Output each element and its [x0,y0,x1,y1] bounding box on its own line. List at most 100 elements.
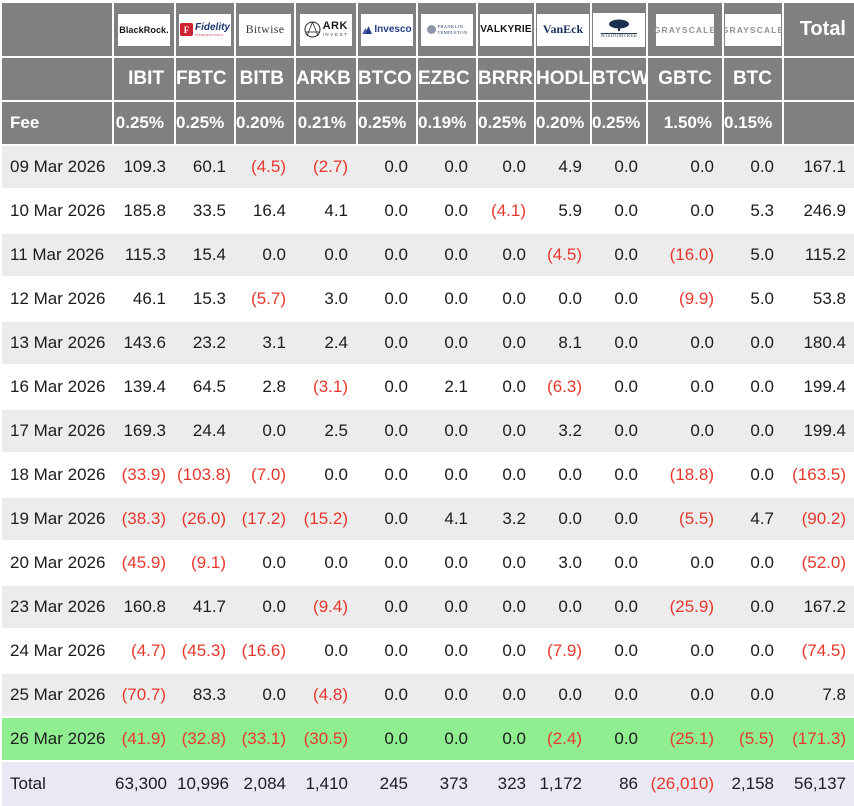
flow-value-cell: (16.6) [236,630,296,674]
franklin-logo-text: FRANKLIN [437,24,464,30]
fee-ibit: 0.25% [114,102,176,146]
ticker-arkb: ARKB [296,58,358,102]
vaneck-logo-text: VanEck [542,22,584,36]
flow-value-cell: 139.4 [114,366,176,410]
flow-value-cell: 0.0 [648,630,724,674]
flow-value-cell: (5.7) [236,278,296,322]
date-cell: 11 Mar 2026 [0,234,114,278]
fidelity-logo-text: Fidelity [194,21,230,33]
flow-value-cell: 0.0 [358,630,418,674]
ticker-ezbc: EZBC [418,58,478,102]
flow-value-cell: 245 [358,762,418,806]
flow-value-cell: 0.0 [236,674,296,718]
flow-row: 12 Mar 2026 46.1 15.3 (5.7) 3.0 0.0 0.0 0.0 0.0 0… [0,278,854,322]
blackrock-logo: BlackRock. [118,13,170,46]
flow-value-cell: 4.1 [418,498,478,542]
flow-value-cell: 0.0 [478,410,536,454]
flow-value-cell: (38.3) [114,498,176,542]
flow-value-cell: 16.4 [236,190,296,234]
flow-value-cell: 0.0 [358,454,418,498]
flow-value-cell: 0.0 [236,234,296,278]
date-cell: 13 Mar 2026 [0,322,114,366]
flow-value-cell: 0.0 [592,586,648,630]
row-total-cell: 56,137 [784,762,854,806]
flow-value-cell: 0.0 [418,586,478,630]
ticker-row-total-spacer [784,58,854,102]
grayscale-mini-logo-text: GRAYSCALE [724,24,784,35]
flow-value-cell: 0.0 [724,630,784,674]
flow-value-cell: (16.0) [648,234,724,278]
flow-value-cell: 0.0 [358,322,418,366]
fee-hodl: 0.20% [536,102,592,146]
row-total-cell: (74.5) [784,630,854,674]
flow-value-cell: 0.0 [478,234,536,278]
flow-value-cell: 0.0 [592,454,648,498]
flow-row: 18 Mar 2026 (33.9) (103.8) (7.0) 0.0 0.0 0.0 0.… [0,454,854,498]
flow-value-cell: (9.4) [296,586,358,630]
vaneck-logo: VanEck [537,13,589,46]
flow-value-cell: (26.0) [176,498,236,542]
flow-value-cell: (26,010) [648,762,724,806]
flow-value-cell: 1,172 [536,762,592,806]
row-total-cell: (90.2) [784,498,854,542]
flow-value-cell: 0.0 [724,146,784,190]
ticker-brrr: BRRR [478,58,536,102]
flow-value-cell: 0.0 [724,322,784,366]
date-cell: 26 Mar 2026 [0,718,114,762]
flow-value-cell: 0.0 [478,542,536,586]
flow-value-cell: 0.0 [418,278,478,322]
flow-value-cell: (18.8) [648,454,724,498]
flow-value-cell: 86 [592,762,648,806]
flow-value-cell: 185.8 [114,190,176,234]
flow-value-cell: 0.0 [478,454,536,498]
flow-value-cell: 0.0 [418,542,478,586]
date-cell: 19 Mar 2026 [0,498,114,542]
flow-value-cell: 15.4 [176,234,236,278]
flow-value-cell: 10,996 [176,762,236,806]
flow-value-cell: 46.1 [114,278,176,322]
bitwise-logo-text: Bitwise [245,22,285,36]
wisdomtree-logo-cell: WISDOMTREE [592,0,648,58]
flow-value-cell: 83.3 [176,674,236,718]
flow-value-cell: 0.0 [358,146,418,190]
flow-value-cell: 0.0 [296,630,358,674]
date-cell: 20 Mar 2026 [0,542,114,586]
flow-value-cell: 63,300 [114,762,176,806]
flow-value-cell: 0.0 [592,630,648,674]
valkyrie-logo-text: VALKYRIE [480,24,532,35]
flow-value-cell: 15.3 [176,278,236,322]
flow-value-cell: (9.1) [176,542,236,586]
flow-value-cell: 0.0 [592,322,648,366]
date-cell: 18 Mar 2026 [0,454,114,498]
ticker-hodl: HODL [536,58,592,102]
flow-value-cell: 0.0 [536,674,592,718]
flow-value-cell: 3.1 [236,322,296,366]
flow-value-cell: 0.0 [648,542,724,586]
fee-fbtc: 0.25% [176,102,236,146]
templeton-logo-text: TEMPLETON [437,29,468,35]
flow-value-cell: 0.0 [418,630,478,674]
flow-value-cell: 0.0 [592,366,648,410]
date-cell: 09 Mar 2026 [0,146,114,190]
flow-value-cell: 0.0 [296,542,358,586]
grayscale-logo: GRAYSCALE [654,13,715,46]
flow-value-cell: (2.4) [536,718,592,762]
row-total-cell: 53.8 [784,278,854,322]
flow-value-cell: 0.0 [236,586,296,630]
wisdomtree-logo: WISDOMTREE [593,12,645,47]
flow-value-cell: 5.0 [724,234,784,278]
flow-row: 10 Mar 2026 185.8 33.5 16.4 4.1 0.0 0.0 (4.1) 5.… [0,190,854,234]
fee-bitb: 0.20% [236,102,296,146]
flow-value-cell: 2.5 [296,410,358,454]
corner-cell [0,0,114,58]
flow-value-cell: (30.5) [296,718,358,762]
flow-value-cell: 3.0 [536,542,592,586]
flow-value-cell: 373 [418,762,478,806]
row-total-cell: 199.4 [784,366,854,410]
flow-value-cell: 0.0 [592,498,648,542]
invesco-logo-text: Invesco [374,24,412,35]
flow-value-cell: (5.5) [648,498,724,542]
fee-gbtc: 1.50% [648,102,724,146]
flow-value-cell: (9.9) [648,278,724,322]
flow-value-cell: (25.1) [648,718,724,762]
